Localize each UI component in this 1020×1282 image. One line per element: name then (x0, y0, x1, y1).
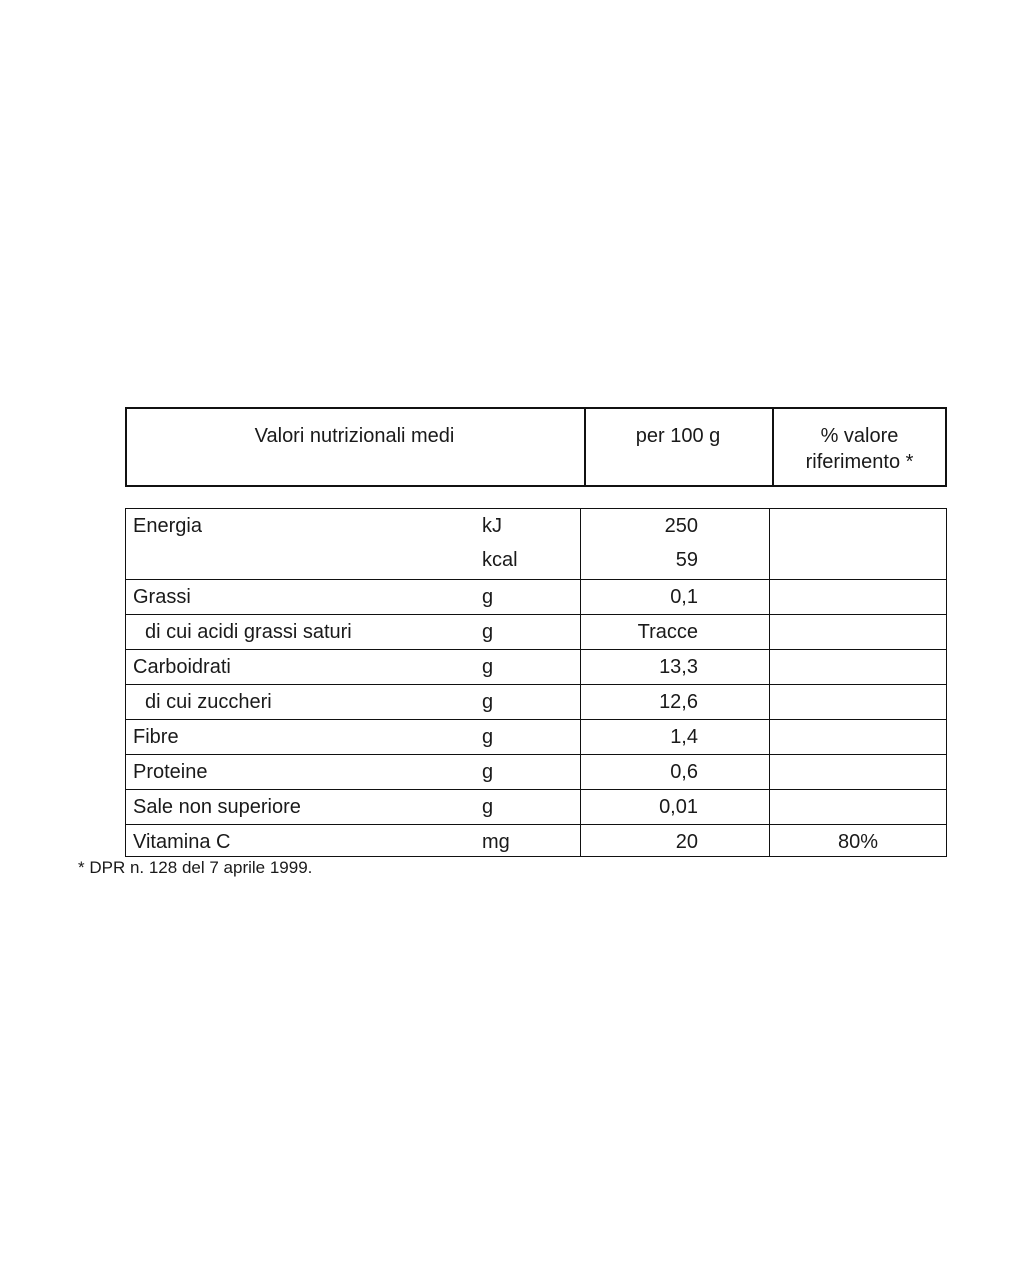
value-per-100g: 0,6 (670, 761, 698, 783)
nutrient-label: di cui acidi grassi saturi (145, 621, 352, 643)
nutrient-label: Vitamina C (133, 831, 231, 853)
nutrient-label: Sale non superiore (133, 796, 301, 818)
column-divider (769, 509, 770, 856)
column-divider (580, 509, 581, 856)
table-row: di cui acidi grassi saturi g Tracce (126, 614, 946, 650)
unit: g (482, 691, 494, 713)
nutrient-label: Carboidrati (133, 656, 231, 678)
table-row: Fibre g 1,4 (126, 719, 946, 755)
value-per-100g: 13,3 (659, 656, 698, 678)
nutrition-table: Energia kJ 250 kcal 59 Grassi g 0,1 di cui acidi… (125, 508, 947, 857)
value-per-100g: 1,4 (670, 726, 698, 748)
value-per-100g: 12,6 (659, 691, 698, 713)
table-row: Grassi g 0,1 (126, 579, 946, 615)
footnote: * DPR n. 128 del 7 aprile 1999. (78, 858, 313, 877)
nutrition-header: Valori nutrizionali medi per 100 g % val… (125, 407, 947, 487)
unit: g (482, 586, 494, 608)
header-reference-percent: % valore riferimento * (772, 409, 945, 485)
unit: kcal (482, 549, 518, 571)
table-row: Vitamina C mg 20 80% (126, 824, 946, 860)
value-per-100g: 0,1 (670, 586, 698, 608)
unit: mg (482, 831, 510, 853)
value-per-100g: 0,01 (659, 796, 698, 818)
value-per-100g: 250 (664, 515, 698, 537)
table-row: Energia kJ 250 kcal 59 (126, 509, 946, 579)
unit: g (482, 796, 494, 818)
header-ref-line1: % valore (820, 425, 899, 447)
value-per-100g: 59 (675, 549, 698, 571)
nutrient-label: Grassi (133, 586, 191, 608)
nutrient-label: Fibre (133, 726, 179, 748)
value-per-100g: Tracce (637, 621, 698, 643)
unit: g (482, 621, 494, 643)
table-row: Carboidrati g 13,3 (126, 649, 946, 685)
nutrient-label: Proteine (133, 761, 208, 783)
table-row: di cui zuccheri g 12,6 (126, 684, 946, 720)
unit: g (482, 726, 494, 748)
header-per-100g: per 100 g (584, 409, 770, 485)
header-nutrients: Valori nutrizionali medi (254, 425, 455, 447)
nutrient-label: di cui zuccheri (145, 691, 272, 713)
reference-percent: 80% (837, 831, 879, 853)
value-per-100g: 20 (675, 831, 698, 853)
header-ref-line2: riferimento * (805, 451, 914, 473)
nutrient-label: Energia (133, 515, 202, 537)
table-row: Sale non superiore g 0,01 (126, 789, 946, 825)
table-row: Proteine g 0,6 (126, 754, 946, 790)
unit: g (482, 656, 494, 678)
unit: g (482, 761, 494, 783)
unit: kJ (482, 515, 502, 537)
